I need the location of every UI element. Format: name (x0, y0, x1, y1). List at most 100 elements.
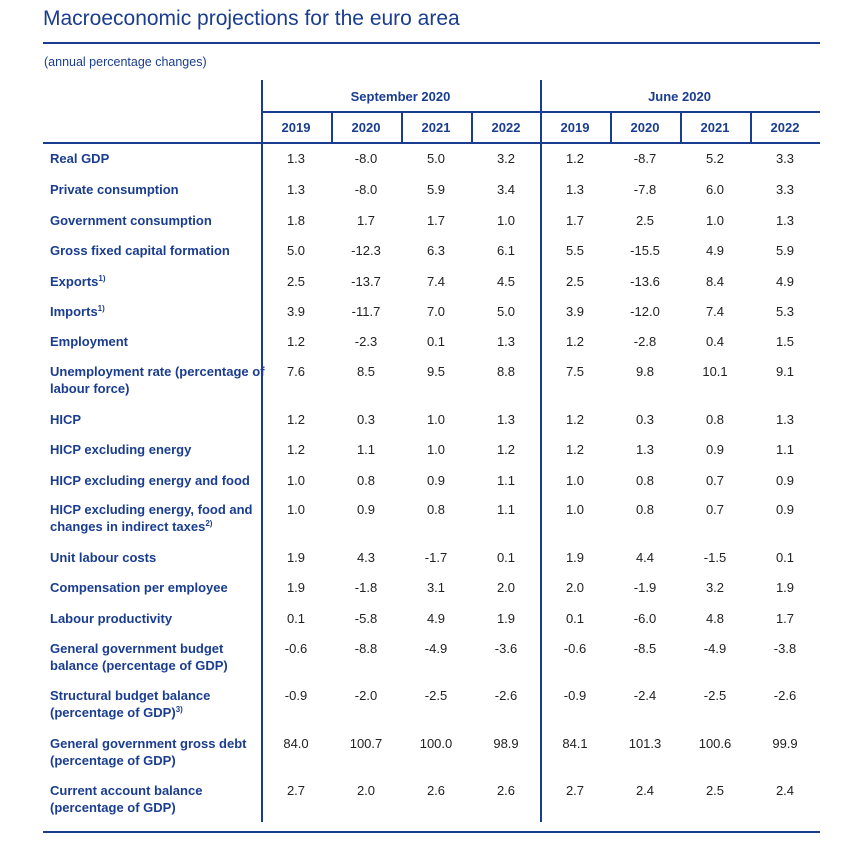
table-cell: -12.0 (630, 304, 660, 319)
table-cell: 0.8 (635, 473, 655, 488)
table-cell: 2.5 (565, 274, 585, 289)
table-cell: 2.6 (496, 783, 516, 798)
footnote-marker: 2) (205, 519, 213, 528)
table-divider (261, 111, 820, 113)
table-cell: 1.2 (496, 442, 516, 457)
year-header: 2021 (700, 120, 730, 135)
year-header: 2022 (770, 120, 800, 135)
table-cell: 1.9 (496, 611, 516, 626)
table-cell: 7.4 (705, 304, 725, 319)
table-cell: 1.1 (775, 442, 795, 457)
table-cell: 1.0 (565, 502, 585, 517)
table-cell: -2.5 (424, 688, 448, 703)
table-cell: 1.3 (496, 334, 516, 349)
table-cell: 0.1 (286, 611, 306, 626)
table-cell: 0.7 (705, 502, 725, 517)
row-label: HICP excluding energy (50, 441, 265, 458)
table-cell: 1.0 (286, 473, 306, 488)
table-cell: 4.5 (496, 274, 516, 289)
row-label: Employment (50, 333, 265, 350)
row-label-text: HICP excluding energy and food (50, 473, 250, 488)
row-label-text: HICP excluding energy, food and changes … (50, 502, 253, 534)
table-cell: 0.4 (705, 334, 725, 349)
table-cell: 2.0 (496, 580, 516, 595)
row-label: Structural budget balance (percentage of… (50, 687, 265, 721)
table-cell: -1.5 (703, 550, 727, 565)
table-cell: 1.3 (286, 151, 306, 166)
table-cell: -3.8 (773, 641, 797, 656)
table-cell: -7.8 (633, 182, 657, 197)
group-header-september-2020: September 2020 (350, 89, 451, 104)
table-cell: 0.3 (356, 412, 376, 427)
table-cell: -1.9 (633, 580, 657, 595)
row-label-text: Exports (50, 274, 99, 289)
table-cell: 1.3 (635, 442, 655, 457)
table-cell: 0.1 (565, 611, 585, 626)
table-cell: 0.9 (356, 502, 376, 517)
table-cell: 0.8 (705, 412, 725, 427)
table-cell: 1.9 (565, 550, 585, 565)
year-header: 2022 (491, 120, 521, 135)
table-cell: 1.7 (426, 213, 446, 228)
table-cell: 8.5 (356, 364, 376, 379)
table-cell: 1.3 (775, 213, 795, 228)
row-label-text: Compensation per employee (50, 580, 228, 595)
table-cell: 7.0 (426, 304, 446, 319)
table-cell: 100.6 (698, 736, 732, 751)
table-cell: -12.3 (351, 243, 381, 258)
table-cell: 100.0 (419, 736, 453, 751)
table-cell: -8.5 (633, 641, 657, 656)
table-cell: 1.0 (426, 442, 446, 457)
table-divider (471, 112, 473, 143)
table-cell: 9.1 (775, 364, 795, 379)
table-cell: 4.9 (705, 243, 725, 258)
table-cell: 1.5 (775, 334, 795, 349)
table-subtitle: (annual percentage changes) (44, 55, 207, 69)
title-divider (43, 42, 820, 44)
footnote-marker: 3) (175, 705, 183, 714)
table-cell: 2.6 (426, 783, 446, 798)
table-cell: 1.2 (286, 412, 306, 427)
table-cell: 1.1 (496, 502, 516, 517)
year-header: 2019 (560, 120, 590, 135)
row-label-text: HICP excluding energy (50, 442, 192, 457)
table-cell: -3.6 (494, 641, 518, 656)
table-cell: 1.7 (565, 213, 585, 228)
table-cell: 1.2 (565, 334, 585, 349)
table-cell: -8.7 (633, 151, 657, 166)
table-cell: 3.2 (705, 580, 725, 595)
table-cell: -2.3 (354, 334, 378, 349)
row-label-text: Current account balance (percentage of G… (50, 783, 203, 815)
table-cell: 10.1 (702, 364, 728, 379)
year-header: 2021 (421, 120, 451, 135)
table-cell: -15.5 (630, 243, 660, 258)
table-divider (750, 112, 752, 143)
footnote-marker: 1) (97, 304, 105, 313)
table-cell: 4.4 (635, 550, 655, 565)
table-cell: 100.7 (349, 736, 383, 751)
table-cell: 0.1 (426, 334, 446, 349)
table-cell: 6.3 (426, 243, 446, 258)
table-cell: 2.5 (286, 274, 306, 289)
row-label-text: Government consumption (50, 213, 212, 228)
table-cell: 0.9 (775, 473, 795, 488)
table-cell: 1.9 (775, 580, 795, 595)
row-label-text: Labour productivity (50, 611, 173, 626)
table-bottom-rule (43, 831, 820, 833)
table-cell: -2.6 (773, 688, 797, 703)
table-cell: -0.6 (563, 641, 587, 656)
row-label-text: Employment (50, 334, 129, 349)
table-cell: 84.0 (283, 736, 309, 751)
table-cell: 2.7 (565, 783, 585, 798)
table-cell: 1.2 (286, 334, 306, 349)
table-cell: 7.5 (565, 364, 585, 379)
table-cell: 3.4 (496, 182, 516, 197)
row-label: Labour productivity (50, 610, 265, 627)
row-label: HICP excluding energy and food (50, 472, 265, 489)
table-cell: 5.5 (565, 243, 585, 258)
table-cell: -0.9 (284, 688, 308, 703)
table-cell: 8.4 (705, 274, 725, 289)
table-cell: 9.8 (635, 364, 655, 379)
table-cell: -1.7 (424, 550, 448, 565)
table-cell: 1.1 (356, 442, 376, 457)
